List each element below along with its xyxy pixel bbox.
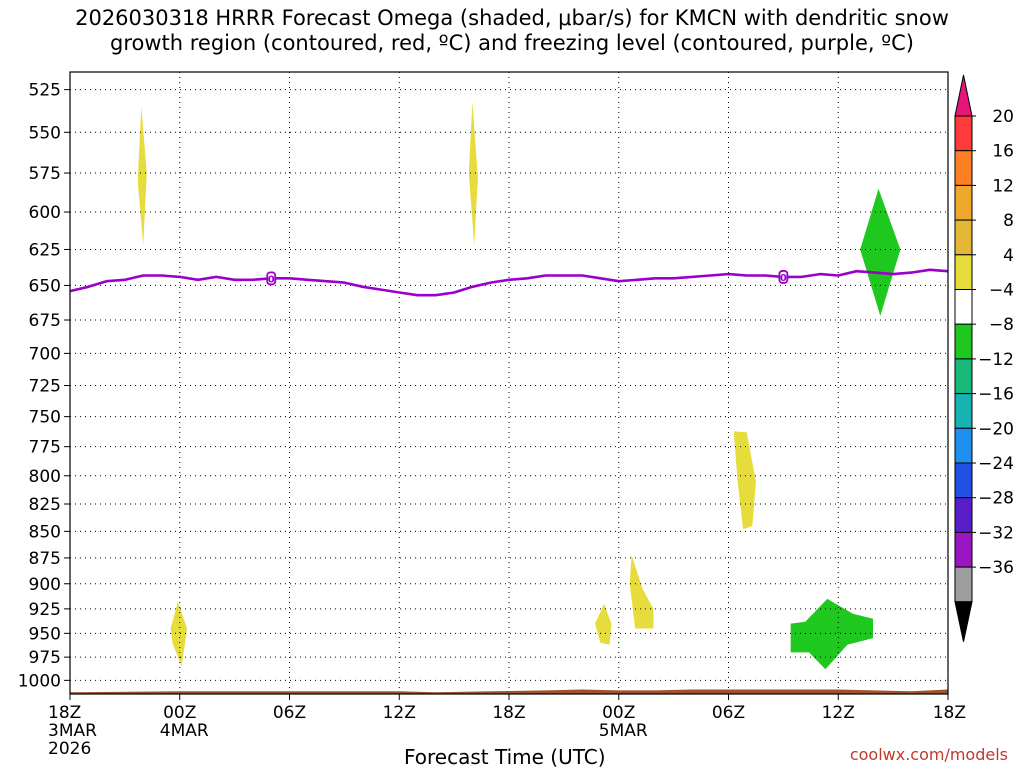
y-tick-label-700: 700 [29, 344, 61, 364]
colorbar-label-1: 20 [992, 107, 1014, 127]
colorbar-swatch-6 [954, 289, 973, 325]
omega-region-4 [595, 603, 612, 645]
omega-region-3 [170, 601, 188, 667]
colorbar-swatch-1 [954, 115, 973, 152]
colorbar-swatch-7 [954, 323, 973, 360]
colorbar-label-14: −36 [978, 558, 1014, 578]
colorbar-bottom-arrow [954, 601, 973, 642]
omega-region-7 [860, 188, 901, 316]
colorbar-swatch-12 [954, 497, 973, 533]
colorbar-swatch-9 [954, 393, 973, 429]
y-tick-label-950: 950 [29, 624, 61, 644]
y-tick-label-575: 575 [29, 164, 61, 184]
colorbar-label-2: 16 [992, 142, 1014, 162]
colorbar-swatch-3 [954, 184, 973, 221]
y-tick-label-925: 925 [29, 600, 61, 620]
y-tick-label-875: 875 [29, 549, 61, 569]
y-tick-label-850: 850 [29, 522, 61, 542]
y-tick-label-650: 650 [29, 276, 61, 296]
y-tick-label-625: 625 [29, 240, 61, 260]
x-tick-label-30: 00Z [602, 703, 635, 723]
y-tick-label-1000: 1000 [18, 671, 61, 691]
chart-title: 2026030318 HRRR Forecast Omega (shaded, … [75, 6, 949, 55]
x-tick-label-18: 12Z [383, 703, 416, 723]
x-axis-title: Forecast Time (UTC) [404, 745, 606, 769]
freezing-level-label-box-1 [266, 271, 277, 286]
y-tick-label-975: 975 [29, 648, 61, 668]
x-tick-label-24: 18Z [492, 703, 525, 723]
omega-region-6 [734, 431, 756, 530]
x-tick-date-0: 3MAR [48, 721, 97, 741]
colorbar-swatch-13 [954, 531, 973, 568]
colorbar-label-3: 12 [992, 176, 1014, 196]
freezing-level-label-box-2 [778, 270, 789, 284]
x-tick-year-0: 2026 [48, 739, 91, 759]
y-axis: 525 550 575 600 625 650 675 700 725 750 775 800 825 8… [18, 81, 70, 691]
colorbar-label-9: −16 [978, 385, 1014, 405]
grid-layer [69, 72, 949, 694]
omega-shading-layer [137, 101, 901, 670]
omega-region-2 [468, 101, 478, 246]
colorbar-label-11: −24 [978, 454, 1014, 474]
terrain-fill [70, 689, 948, 694]
y-tick-label-825: 825 [29, 495, 61, 515]
colorbar-swatch-2 [954, 150, 973, 186]
y-tick-label-800: 800 [29, 467, 61, 487]
x-tick-label-36: 06Z [712, 703, 745, 723]
colorbar-label-5: 4 [1003, 246, 1014, 266]
x-tick-date-30: 5MAR [599, 721, 648, 741]
colorbar-label-8: −12 [978, 350, 1014, 370]
colorbar-top-arrow [954, 74, 973, 117]
colorbar: 20 16 12 8 4 −4 −8 −12 −16 −20 −24 −28 −32 −36 [954, 74, 1014, 642]
colorbar-label-10: −20 [978, 419, 1014, 439]
omega-region-5 [629, 554, 654, 629]
y-tick-label-775: 775 [29, 438, 61, 458]
colorbar-label-13: −32 [978, 523, 1014, 543]
x-tick-label-12: 06Z [273, 703, 306, 723]
colorbar-swatch-10 [954, 427, 973, 464]
site-credit: coolwx.com/models [849, 745, 1008, 764]
y-tick-label-900: 900 [29, 575, 61, 595]
y-tick-label-525: 525 [29, 81, 61, 101]
terrain-layer [70, 689, 948, 694]
freezing-level-label-2: 0 [780, 273, 787, 284]
colorbar-swatch-5 [954, 254, 973, 291]
x-tick-date-6: 4MAR [160, 721, 209, 741]
y-tick-label-600: 600 [29, 203, 61, 223]
colorbar-label-4: 8 [1003, 211, 1014, 231]
x-tick-label-42: 12Z [822, 703, 855, 723]
colorbar-label-7: −8 [989, 315, 1014, 335]
omega-region-8 [790, 598, 873, 670]
freezing-level-label-1: 0 [268, 274, 275, 285]
x-tick-label-48: 18Z [933, 703, 966, 723]
colorbar-label-6: −4 [989, 281, 1014, 301]
omega-region-1 [137, 106, 147, 246]
y-tick-label-725: 725 [29, 377, 61, 397]
colorbar-swatch-14 [954, 566, 973, 603]
x-tick-label-0: 18Z [48, 703, 81, 723]
colorbar-label-12: −28 [978, 489, 1014, 509]
colorbar-swatch-11 [954, 462, 973, 499]
colorbar-swatch-4 [954, 219, 973, 256]
y-tick-label-550: 550 [29, 123, 61, 143]
colorbar-swatch-8 [954, 358, 973, 395]
y-tick-label-675: 675 [29, 311, 61, 331]
x-tick-label-6: 00Z [163, 703, 196, 723]
freezing-level-line [69, 268, 949, 297]
y-tick-label-750: 750 [29, 408, 61, 428]
